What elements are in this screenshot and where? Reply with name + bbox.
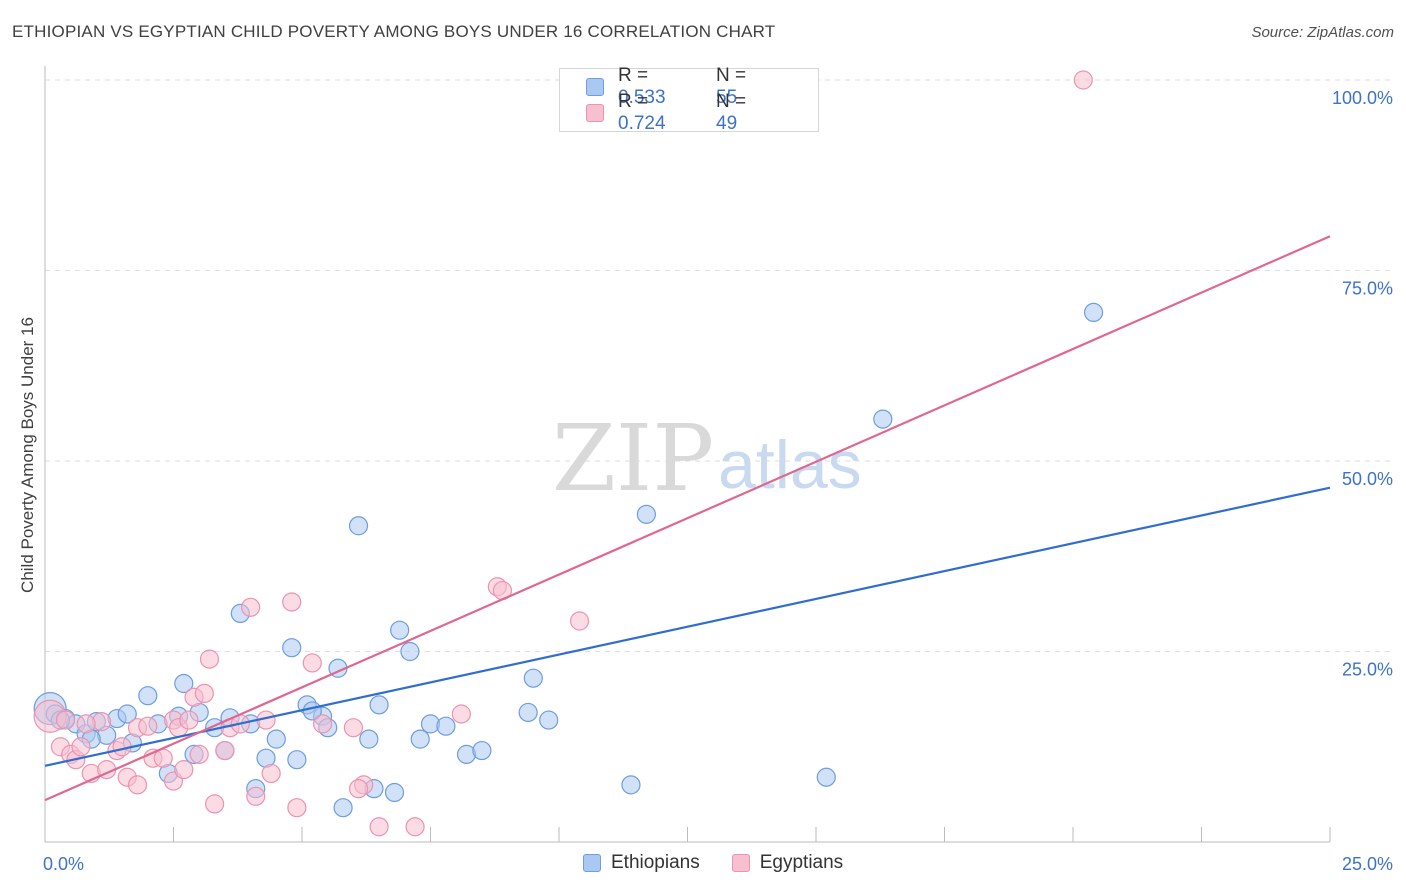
point-egyptians	[246, 786, 266, 806]
x-tick-label: 25.0%	[1342, 854, 1393, 874]
point-egyptians	[312, 714, 333, 734]
point-egyptians	[287, 798, 307, 818]
point-ethiopians	[369, 695, 389, 715]
point-egyptians	[369, 817, 389, 837]
grid-lines	[45, 79, 1392, 652]
chart-title: ETHIOPIAN VS EGYPTIAN CHILD POVERTY AMON…	[12, 22, 776, 41]
point-ethiopians	[359, 729, 379, 749]
point-ethiopians	[174, 673, 194, 694]
point-ethiopians	[636, 504, 656, 524]
point-egyptians	[348, 779, 369, 799]
point-egyptians	[138, 716, 158, 736]
legend-swatch-egyptians	[586, 104, 604, 122]
source-label: Source: ZipAtlas.com	[1251, 24, 1394, 41]
legend-item-ethiopians[interactable]: Ethiopians	[583, 852, 700, 874]
point-ethiopians	[384, 782, 405, 803]
point-egyptians	[194, 683, 214, 704]
point-egyptians	[261, 763, 281, 784]
series-legend: Ethiopians Egyptians	[583, 852, 875, 874]
point-egyptians	[55, 710, 76, 730]
legend-n-egyptians: N = 49	[716, 91, 747, 134]
point-egyptians	[343, 718, 363, 738]
point-ethiopians	[138, 686, 158, 706]
y-tick-label: 25.0%	[1342, 660, 1393, 680]
points-layer	[33, 70, 1104, 837]
point-ethiopians	[436, 716, 456, 736]
legend-label-egyptians: Egyptians	[759, 852, 844, 873]
point-egyptians	[1073, 70, 1093, 90]
point-egyptians	[241, 597, 261, 617]
legend-swatch-ethiopians	[583, 854, 601, 872]
watermark-atlas: atlas	[718, 427, 862, 503]
point-egyptians	[451, 704, 471, 724]
point-egyptians	[405, 817, 425, 837]
point-ethiopians	[539, 710, 559, 730]
trendline-egyptians	[44, 235, 1331, 802]
legend-swatch-egyptians	[731, 854, 750, 872]
legend-item-egyptians[interactable]: Egyptians	[731, 852, 844, 874]
watermark-zip: ZIP	[552, 405, 714, 512]
point-ethiopians	[348, 516, 369, 536]
point-ethiopians	[621, 775, 641, 795]
point-ethiopians	[287, 750, 307, 770]
y-axis-label: Child Poverty Among Boys Under 16	[18, 317, 37, 593]
point-egyptians	[71, 737, 91, 757]
point-egyptians	[215, 740, 235, 761]
legend-r-egyptians: R = 0.724	[618, 91, 666, 134]
legend-row-egyptians: R = 0.724 N = 49	[586, 91, 754, 134]
point-ethiopians	[472, 740, 492, 761]
tick-labels: 25.0% 50.0% 75.0% 100.0% 0.0% 25.0%	[43, 88, 1393, 874]
point-ethiopians	[390, 620, 410, 640]
point-ethiopians	[816, 767, 836, 787]
point-ethiopians	[117, 704, 137, 724]
trendline-ethiopians	[44, 486, 1331, 767]
point-egyptians	[199, 649, 220, 669]
legend-swatch-ethiopians	[586, 78, 604, 96]
point-egyptians	[174, 760, 194, 780]
stats-legend: R = 0.533 N = 55 R = 0.724 N = 49	[559, 65, 819, 134]
point-egyptians	[205, 794, 225, 814]
point-ethiopians	[266, 729, 286, 749]
point-egyptians	[569, 611, 590, 631]
y-tick-label: 100.0%	[1332, 88, 1393, 108]
point-egyptians	[189, 744, 209, 764]
point-ethiopians	[410, 729, 430, 749]
legend-r-ethiopians: R = 0.533	[618, 65, 666, 108]
y-tick-label: 50.0%	[1342, 469, 1393, 489]
point-ethiopians	[1083, 302, 1104, 323]
point-egyptians	[127, 775, 148, 795]
legend-label-ethiopians: Ethiopians	[611, 852, 700, 873]
point-ethiopians	[282, 638, 302, 658]
legend-n-ethiopians: N = 55	[716, 65, 747, 108]
point-egyptians	[76, 714, 96, 734]
point-ethiopians	[523, 668, 543, 688]
point-ethiopians	[873, 409, 893, 429]
legend-row-ethiopians: R = 0.533 N = 55	[586, 65, 754, 108]
point-egyptians	[302, 653, 322, 673]
x-tick-label: 0.0%	[43, 854, 84, 874]
point-ethiopians	[333, 798, 353, 818]
y-tick-label: 75.0%	[1342, 279, 1393, 299]
trend-lines	[44, 235, 1331, 802]
point-ethiopians	[400, 641, 420, 662]
point-egyptians	[179, 710, 199, 730]
point-ethiopians	[518, 702, 538, 723]
point-egyptians	[282, 592, 302, 612]
